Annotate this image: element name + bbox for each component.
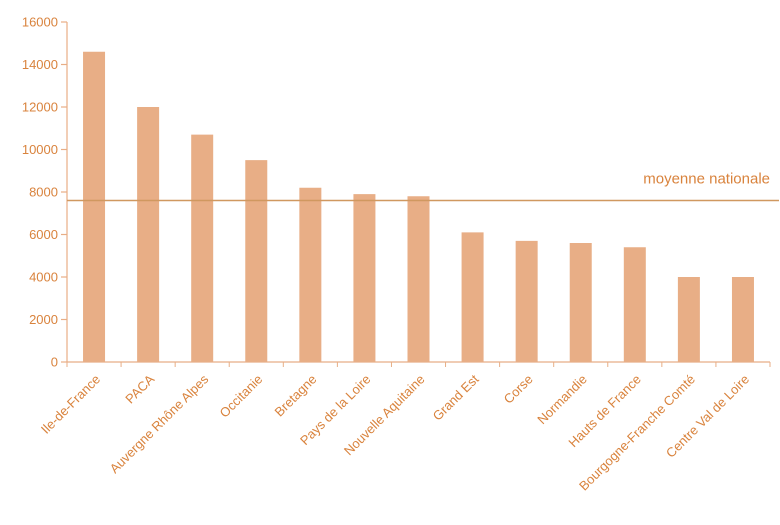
y-tick-label: 6000 — [29, 227, 58, 242]
reference-line-label: moyenne nationale — [643, 171, 770, 188]
bar — [623, 247, 646, 362]
y-tick-label: 2000 — [29, 312, 58, 327]
bar — [245, 160, 268, 362]
x-tick-label: Grand Est — [430, 371, 482, 423]
y-tick-label: 0 — [51, 355, 58, 370]
bar — [461, 232, 484, 362]
x-tick-label: Normandie — [534, 372, 590, 428]
bar — [407, 196, 430, 362]
bar — [191, 134, 214, 362]
bar — [353, 194, 376, 362]
bar — [569, 243, 592, 362]
x-tick-label: Auvergne Rhône Alpes — [107, 371, 212, 476]
bar — [83, 51, 106, 362]
x-tick-label: Ile-de-France — [38, 372, 103, 437]
y-tick-label: 4000 — [29, 270, 58, 285]
y-tick-label: 16000 — [22, 15, 58, 30]
reference-line-group: moyenne nationale — [67, 171, 779, 202]
bar — [137, 107, 160, 362]
y-tick-label: 8000 — [29, 185, 58, 200]
bar — [299, 187, 322, 362]
x-tick-label: Occitanie — [216, 372, 265, 421]
y-tick-label: 12000 — [22, 100, 58, 115]
bar — [515, 240, 538, 362]
y-tick-label: 14000 — [22, 57, 58, 72]
x-tick-label: Bretagne — [272, 372, 320, 420]
y-axis: 0 2000 4000 6000 8000 10000 12000 14000 16000 — [22, 15, 68, 370]
bar — [677, 277, 700, 362]
x-tick-label: Corse — [501, 372, 536, 407]
y-tick-label: 10000 — [22, 142, 58, 157]
bars — [83, 51, 754, 362]
bar — [731, 277, 754, 362]
x-tick-label: PACA — [122, 371, 157, 406]
